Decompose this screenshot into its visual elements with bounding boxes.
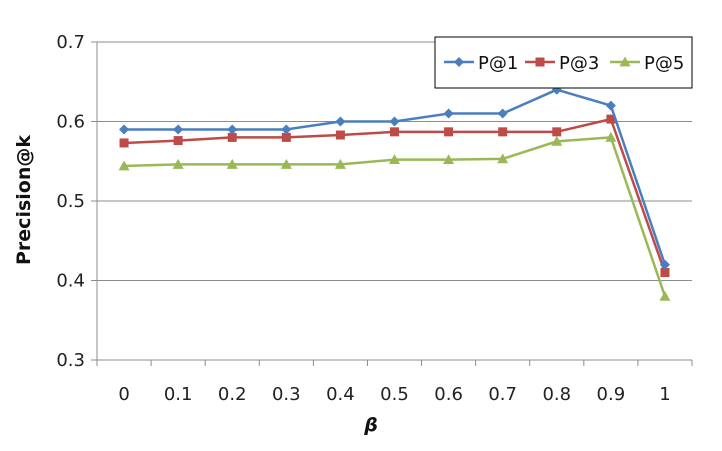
data-point <box>118 160 130 171</box>
x-tick-label: 0.2 <box>218 384 247 405</box>
data-point <box>551 135 563 146</box>
data-point <box>552 127 562 137</box>
data-point <box>605 131 617 142</box>
data-point <box>281 124 292 135</box>
x-tick-label: 0.6 <box>434 384 463 405</box>
data-point <box>659 259 670 270</box>
tick-labels: 0.3 0.4 0.5 0.6 0.7 0 0.1 0.2 0.3 0.4 0.5 0.6 0.7 0.8… <box>56 32 670 405</box>
x-tick-label: 0.7 <box>488 384 517 405</box>
data-point <box>443 108 454 119</box>
series-p-at-3 <box>119 114 670 278</box>
legend-box <box>434 36 693 89</box>
series-line <box>123 117 667 273</box>
legend: P@1 P@3 P@5 <box>434 36 693 89</box>
data-point <box>659 290 671 301</box>
data-point <box>334 158 346 169</box>
series-p-at-1 <box>119 84 670 270</box>
x-tick-label: 0 <box>118 384 129 405</box>
data-point <box>606 114 616 124</box>
data-point <box>390 127 399 137</box>
y-tick-label: 0.3 <box>56 350 85 371</box>
x-tick-label: 0.5 <box>380 384 409 405</box>
data-point <box>227 132 237 142</box>
y-axis-title: Precision@k <box>13 135 35 265</box>
x-tick-label: 0.3 <box>272 384 301 405</box>
data-point <box>173 136 183 146</box>
data-point <box>281 132 291 142</box>
x-tick-label: 0.4 <box>326 384 355 405</box>
data-point <box>172 158 184 169</box>
axes <box>91 41 693 366</box>
data-point <box>226 158 238 169</box>
x-tick-label: 0.1 <box>164 384 193 405</box>
legend-label: P@1 <box>478 53 518 74</box>
legend-marker <box>454 57 464 67</box>
legend-marker <box>619 56 631 67</box>
legend-marker <box>535 57 545 67</box>
series-line <box>124 88 667 266</box>
data-point <box>389 154 400 165</box>
data-point <box>173 124 184 135</box>
data-point <box>389 116 400 127</box>
legend-label: P@5 <box>644 53 684 74</box>
y-tick-label: 0.5 <box>56 191 85 212</box>
y-tick-label: 0.7 <box>56 32 85 53</box>
data-point <box>335 130 345 140</box>
data-point <box>497 153 509 164</box>
y-tick-label: 0.6 <box>56 112 85 133</box>
x-tick-label: 1 <box>659 384 670 405</box>
data-point <box>444 127 454 137</box>
data-point <box>119 138 129 148</box>
legend-label: P@3 <box>559 53 599 74</box>
data-point <box>443 154 455 165</box>
data-point <box>605 100 616 111</box>
series-layer <box>118 84 671 301</box>
x-tick-label: 0.8 <box>542 384 571 405</box>
data-point <box>227 124 238 135</box>
data-point <box>280 158 292 169</box>
data-point <box>335 116 346 127</box>
data-point <box>119 124 130 135</box>
series-p-at-5 <box>118 131 671 301</box>
x-tick-label: 0.9 <box>597 384 626 405</box>
x-axis-title: β <box>363 414 378 436</box>
y-tick-label: 0.4 <box>56 271 85 292</box>
data-point <box>660 268 670 278</box>
data-point <box>498 127 508 137</box>
data-point <box>497 108 508 119</box>
